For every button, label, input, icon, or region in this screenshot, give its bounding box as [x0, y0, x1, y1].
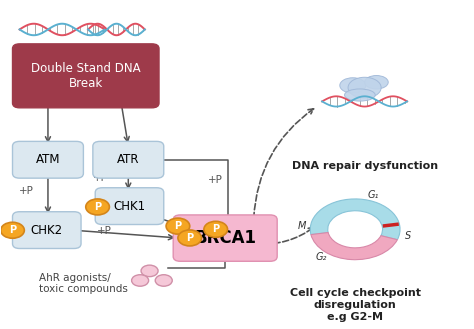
FancyBboxPatch shape	[93, 141, 164, 178]
FancyBboxPatch shape	[12, 44, 159, 108]
Text: P: P	[212, 224, 219, 234]
Text: +P: +P	[97, 226, 112, 236]
Text: P: P	[9, 225, 16, 235]
Text: BRCA1: BRCA1	[194, 229, 256, 247]
Circle shape	[204, 221, 228, 237]
Text: +P: +P	[109, 202, 124, 212]
Text: M: M	[298, 221, 306, 231]
Circle shape	[155, 275, 172, 286]
Text: P: P	[174, 221, 182, 231]
Text: CHK1: CHK1	[113, 200, 146, 213]
Text: S: S	[405, 231, 411, 240]
Text: +P: +P	[92, 173, 108, 183]
Text: Cell cycle checkpoint
disregulation
e.g G2-M: Cell cycle checkpoint disregulation e.g …	[290, 289, 420, 322]
Circle shape	[86, 199, 109, 215]
Text: AhR agonists/
toxic compounds: AhR agonists/ toxic compounds	[38, 273, 128, 294]
Ellipse shape	[345, 89, 375, 101]
Ellipse shape	[365, 76, 388, 89]
Text: P: P	[94, 202, 101, 212]
Wedge shape	[310, 199, 400, 240]
Circle shape	[141, 265, 158, 277]
Circle shape	[132, 275, 149, 286]
FancyBboxPatch shape	[12, 141, 83, 178]
Circle shape	[0, 222, 24, 238]
Wedge shape	[311, 233, 397, 260]
Text: CHK2: CHK2	[31, 224, 63, 237]
Text: Double Stand DNA
Break: Double Stand DNA Break	[31, 62, 141, 90]
Text: DNA repair dysfunction: DNA repair dysfunction	[292, 161, 438, 170]
FancyBboxPatch shape	[12, 212, 81, 248]
Text: ATR: ATR	[117, 153, 139, 166]
Text: +P: +P	[208, 175, 223, 185]
Text: G₁: G₁	[368, 190, 379, 200]
Text: ATM: ATM	[36, 153, 60, 166]
Text: G₂: G₂	[315, 252, 327, 262]
Ellipse shape	[340, 78, 366, 93]
FancyBboxPatch shape	[173, 215, 277, 261]
Text: P: P	[186, 233, 193, 243]
Circle shape	[166, 218, 190, 234]
FancyBboxPatch shape	[95, 188, 164, 224]
Circle shape	[178, 230, 201, 246]
Ellipse shape	[348, 77, 381, 98]
Text: +P: +P	[19, 186, 34, 196]
